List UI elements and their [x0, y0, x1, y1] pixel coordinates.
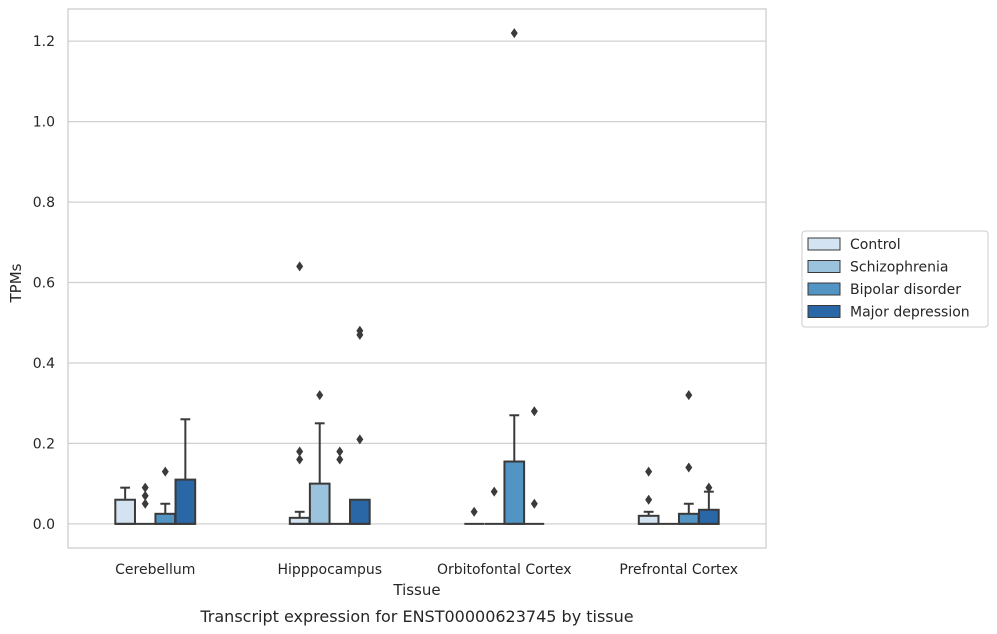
legend: Control Schizophrenia Bipolar disorder Majo… [801, 230, 989, 328]
x-tick-label: Hipppocampus [277, 562, 382, 578]
x-axis-title: Tissue [392, 581, 440, 599]
y-tick-labels: 0.0 0.2 0.4 0.6 0.8 1.0 1.2 [33, 34, 55, 533]
box-control [114, 486, 136, 525]
box-bipolar-disorder [677, 390, 700, 525]
box-schizophrenia [135, 482, 156, 525]
legend-swatch [807, 260, 841, 273]
outlier-point [141, 490, 149, 501]
y-tick-label: 0.6 [33, 276, 55, 292]
outlier-point [141, 498, 149, 509]
x-tick-label: Cerebellum [115, 562, 195, 578]
outlier-point [141, 482, 149, 493]
outlier-point [356, 325, 364, 336]
box-body [174, 478, 197, 525]
box-plot-marks [114, 28, 720, 525]
box-bipolar-disorder [154, 466, 177, 525]
legend-swatch [807, 282, 841, 296]
y-tick-label: 1.0 [33, 115, 55, 131]
box-control [637, 466, 660, 525]
outlier-point [510, 28, 518, 39]
legend-label: Bipolar disorder [850, 282, 961, 298]
outlier-point [296, 261, 304, 272]
box-bipolar-disorder [329, 446, 350, 525]
outlier-point [296, 454, 304, 465]
outlier-point [161, 466, 169, 477]
box-schizophrenia [308, 390, 331, 525]
box-bipolar-disorder [503, 28, 526, 525]
box-schizophrenia [484, 486, 505, 525]
y-tick-label: 0.0 [33, 517, 55, 533]
box-major-depression [349, 325, 371, 525]
y-tick-label: 0.4 [33, 356, 55, 372]
outlier-point [645, 466, 653, 477]
plot-frame [67, 8, 767, 549]
y-axis-title: TPMs [7, 263, 25, 303]
box-major-depression [524, 406, 545, 525]
legend-label: Major depression [850, 305, 970, 321]
box-body [503, 460, 526, 525]
box-major-depression [174, 418, 197, 525]
box-body [637, 514, 660, 525]
x-tick-labels: Cerebellum Hipppocampus Orbitofontal Corte… [115, 562, 738, 578]
outlier-point [685, 462, 693, 473]
legend-label: Control [850, 237, 901, 253]
outlier-point [316, 390, 324, 401]
outlier-point [336, 454, 344, 465]
legend-swatch [807, 305, 841, 318]
outlier-point [296, 446, 304, 457]
legend-items: Control Schizophrenia Bipolar disorder Majo… [807, 237, 970, 321]
legend-swatch [807, 237, 841, 251]
outlier-point [490, 486, 498, 497]
outlier-point [336, 446, 344, 457]
y-tick-label: 1.2 [33, 34, 55, 50]
legend-label: Schizophrenia [850, 260, 948, 276]
box-body [114, 498, 136, 525]
y-tick-label: 0.8 [33, 195, 55, 211]
box-major-depression [698, 482, 720, 525]
chart-caption: Transcript expression for ENST0000062374… [199, 607, 633, 626]
grid-lines [68, 40, 766, 525]
outlier-point [470, 506, 478, 517]
box-body [677, 512, 700, 525]
box-body [349, 498, 371, 525]
box-control [464, 506, 484, 525]
y-tick-label: 0.2 [33, 436, 55, 452]
outlier-point [705, 482, 713, 493]
outlier-point [645, 494, 653, 505]
box-body [308, 482, 331, 525]
box-control [288, 261, 311, 525]
outlier-point [685, 390, 693, 401]
legend-frame [801, 230, 989, 328]
box-body [698, 508, 720, 525]
x-tick-label: Orbitofontal Cortex [437, 562, 572, 578]
outlier-point [530, 498, 538, 509]
outlier-point [530, 406, 538, 417]
x-tick-label: Prefrontal Cortex [619, 562, 738, 578]
box-body [154, 512, 177, 525]
outlier-point [356, 434, 364, 445]
